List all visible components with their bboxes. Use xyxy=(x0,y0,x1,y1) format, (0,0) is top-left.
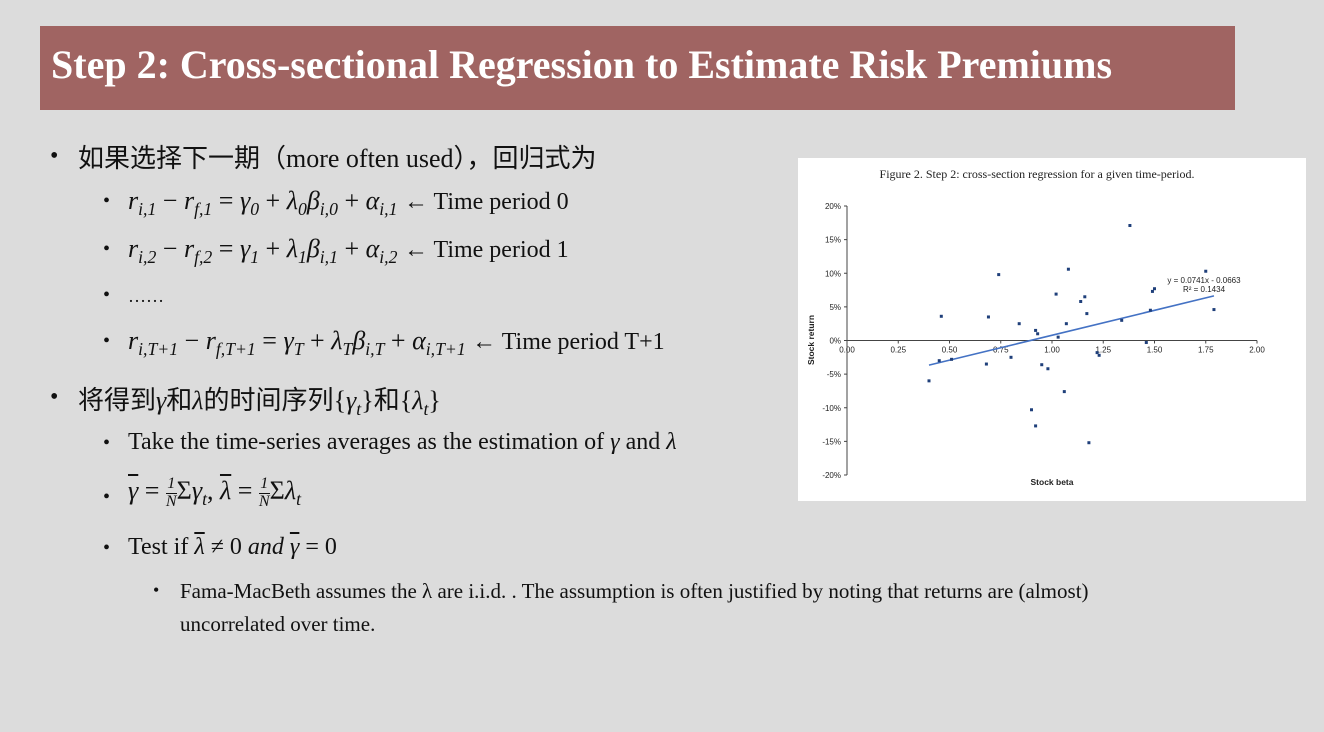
data-point xyxy=(950,357,954,361)
data-point xyxy=(1097,353,1101,357)
data-point xyxy=(1144,341,1148,345)
trendline xyxy=(928,295,1215,366)
bullet-dot: • xyxy=(103,190,111,212)
period-T-label: ← Time period T+1 xyxy=(472,329,665,355)
data-point xyxy=(1150,289,1154,293)
data-point xyxy=(1040,363,1044,367)
y-tick-label: 5% xyxy=(829,303,841,312)
data-point xyxy=(1017,322,1021,326)
x-tick-label: 1.75 xyxy=(1198,346,1214,355)
x-tick-label: 0.50 xyxy=(942,346,958,355)
chart-title: Figure 2. Step 2: cross-section regressi… xyxy=(880,167,1195,181)
bullet-dot: • xyxy=(103,432,111,454)
data-point xyxy=(1095,351,1099,355)
y-tick-label: 20% xyxy=(825,202,841,211)
y-tick-label: -15% xyxy=(822,437,841,446)
series-text-1: 将得到 xyxy=(78,386,157,415)
data-point xyxy=(1128,224,1132,228)
x-axis-label: Stock beta xyxy=(1031,477,1074,487)
test-line: Test if λ ≠ 0 and γ = 0 xyxy=(128,534,337,560)
x-tick-label: 0.75 xyxy=(993,346,1009,355)
series-text-3: 的时间序列 xyxy=(203,386,334,415)
x-tick-label: 2.00 xyxy=(1249,346,1265,355)
data-point xyxy=(1036,332,1040,336)
take-average-text: Take the time-series averages as the est… xyxy=(128,429,605,455)
fama-macbeth-line-2: uncorrelated over time. xyxy=(180,612,376,636)
bullet-dot: • xyxy=(153,580,160,600)
data-point xyxy=(1153,287,1156,291)
bullet-dot: • xyxy=(103,330,111,352)
bullet-dot: • xyxy=(50,143,59,169)
x-tick-label: 0.25 xyxy=(890,346,906,355)
data-point xyxy=(997,273,1001,277)
y-tick-label: -20% xyxy=(822,471,841,480)
test-text: Test if xyxy=(128,534,189,560)
data-point xyxy=(1054,292,1058,296)
series-text-4: 和 xyxy=(373,386,400,415)
data-point xyxy=(1085,312,1089,316)
bullet-dot: • xyxy=(103,284,111,306)
regression-chart: Figure 2. Step 2: cross-section regressi… xyxy=(798,158,1306,501)
x-tick-label: 1.50 xyxy=(1147,346,1163,355)
series-text-2: 和 xyxy=(166,386,193,415)
y-tick-label: -10% xyxy=(822,404,841,413)
data-point xyxy=(984,362,988,366)
equation-period-T: ri,T+1 − rf,T+1 = γT + λTβi,T + αi,T+1 ←… xyxy=(128,326,665,360)
y-tick-label: 15% xyxy=(825,236,841,245)
data-point xyxy=(1056,335,1060,339)
data-point xyxy=(937,359,941,363)
data-point xyxy=(1062,390,1066,394)
data-point xyxy=(939,314,943,318)
y-axis-label: Stock return xyxy=(806,315,816,365)
bullet-dot: • xyxy=(103,537,111,559)
bullet-dot: • xyxy=(103,238,111,260)
y-tick-label: 0% xyxy=(829,337,841,346)
data-point xyxy=(927,379,931,383)
data-point xyxy=(1009,355,1013,359)
data-point xyxy=(1204,269,1208,273)
period-0-label: ← Time period 0 xyxy=(403,189,569,215)
fama-macbeth-line-1: Fama-MacBeth assumes the λ are i.i.d. . … xyxy=(180,579,1089,603)
data-point xyxy=(1034,424,1038,428)
bullet-dot: • xyxy=(50,384,59,410)
test-and: and xyxy=(247,534,284,560)
data-point xyxy=(1079,299,1083,303)
y-tick-label: -5% xyxy=(827,370,841,379)
data-point xyxy=(1064,322,1068,326)
take-average-line: Take the time-series averages as the est… xyxy=(128,429,677,455)
period-1-label: ← Time period 1 xyxy=(403,237,569,263)
data-point xyxy=(1120,318,1124,322)
average-formula: γ = 1 N Σγt, λ = 1 N Σλt xyxy=(128,475,301,510)
data-point xyxy=(1046,367,1050,371)
data-point xyxy=(1034,328,1038,332)
data-point xyxy=(1212,308,1216,312)
trend-equation: y = 0.0741x - 0.0663 xyxy=(1167,276,1241,285)
slide-title: Step 2: Cross-sectional Regression to Es… xyxy=(51,42,1113,87)
intro-line: 如果选择下一期（more often used），回归式为 xyxy=(78,144,597,173)
trend-r2: R² = 0.1434 xyxy=(1183,285,1226,294)
bullet-dot: • xyxy=(103,486,111,508)
x-tick-label: 1.00 xyxy=(1044,346,1060,355)
series-line: 将得到γ和λ的时间序列{γt}和{λt} xyxy=(78,386,441,420)
ellipsis: …… xyxy=(128,286,164,306)
data-point xyxy=(1030,408,1033,412)
and-text: and xyxy=(625,429,661,455)
data-point xyxy=(1066,267,1070,271)
data-point xyxy=(1083,295,1087,299)
y-tick-label: 10% xyxy=(825,269,841,278)
scatter-plot: Figure 2. Step 2: cross-section regressi… xyxy=(806,167,1265,487)
data-point xyxy=(1087,441,1091,445)
equation-period-0: ri,1 − rf,1 = γ0 + λ0βi,0 + αi,1 ← Time … xyxy=(128,186,569,220)
data-point xyxy=(986,315,990,319)
data-point xyxy=(1148,308,1152,312)
x-tick-label: 1.25 xyxy=(1095,346,1111,355)
equation-period-1: ri,2 − rf,2 = γ1 + λ1βi,1 + αi,2 ← Time … xyxy=(128,234,569,268)
title-bar: Step 2: Cross-sectional Regression to Es… xyxy=(40,26,1235,110)
